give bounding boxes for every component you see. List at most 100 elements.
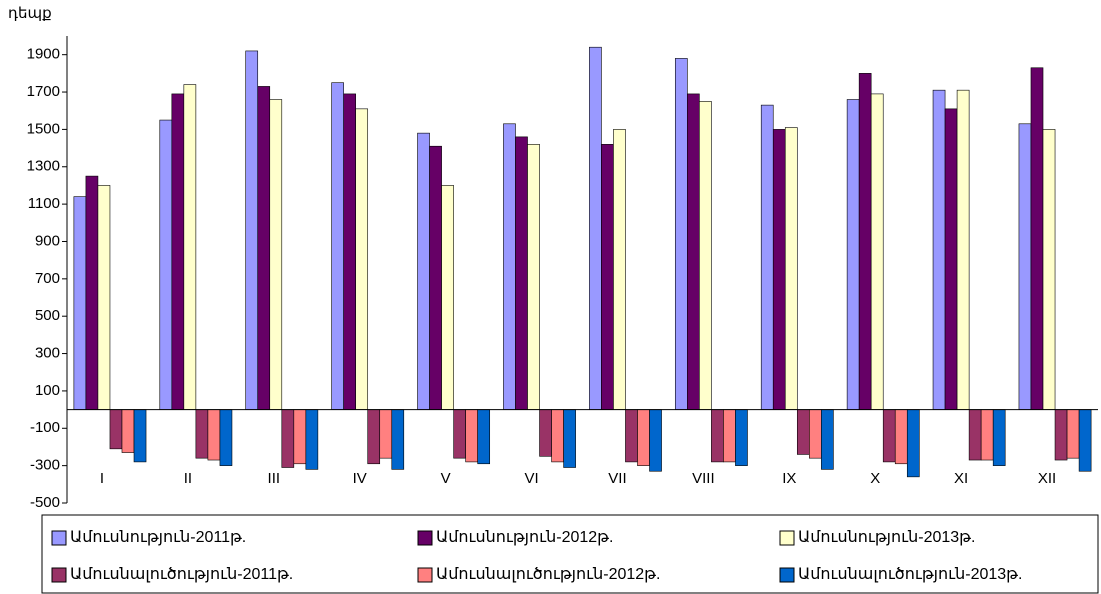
bar	[269, 99, 283, 410]
bar	[809, 409, 822, 459]
bar	[784, 127, 798, 410]
bar	[1030, 67, 1044, 410]
x-tick-label: VII	[608, 470, 626, 487]
bar	[563, 409, 576, 468]
y-axis-label: դեպք	[8, 5, 52, 22]
bar	[477, 409, 491, 465]
bar	[846, 99, 860, 410]
bar	[858, 73, 872, 410]
bar	[133, 409, 147, 463]
bar	[539, 409, 552, 457]
bar	[1042, 129, 1056, 410]
bar	[343, 93, 356, 410]
bar	[121, 409, 135, 453]
y-tick-label: 900	[35, 232, 60, 249]
bar	[73, 196, 87, 410]
x-tick-label: I	[100, 470, 104, 487]
y-tick-label: 100	[35, 382, 60, 399]
y-tick-label: 700	[35, 270, 60, 287]
legend-swatch	[51, 530, 67, 546]
bar	[870, 93, 884, 410]
x-tick-label: II	[184, 470, 192, 487]
bar	[417, 132, 430, 410]
bar	[760, 104, 774, 410]
bar	[894, 409, 908, 465]
x-tick-label: VIII	[692, 470, 715, 487]
bar	[637, 409, 650, 466]
bar	[1054, 409, 1068, 461]
y-tick-label: -300	[30, 457, 60, 474]
bar	[980, 409, 994, 461]
bar	[379, 409, 393, 459]
bar	[796, 409, 810, 455]
legend-label: Ամուսնալուծություն-2013թ.	[798, 566, 1022, 583]
bar	[649, 409, 662, 472]
legend-box	[41, 514, 1099, 594]
legend-label: Ամուսնություն-2011թ.	[70, 529, 246, 546]
legend-swatch	[779, 567, 795, 583]
y-tick-label: 1300	[27, 158, 60, 175]
bar	[821, 409, 834, 470]
bar	[956, 89, 970, 410]
bar	[625, 409, 638, 463]
x-tick-label: VI	[524, 470, 538, 487]
y-tick-label: 1900	[27, 46, 60, 63]
bar	[97, 185, 111, 410]
bar	[613, 129, 626, 410]
bar	[882, 409, 896, 463]
bar	[674, 58, 688, 410]
bar	[601, 144, 614, 410]
y-tick-label: -500	[30, 494, 60, 511]
y-tick-label: -100	[30, 419, 60, 436]
x-tick-label: III	[268, 470, 281, 487]
bar	[109, 409, 123, 450]
bar	[391, 409, 405, 470]
bar	[355, 108, 369, 410]
bar	[183, 84, 197, 410]
bar	[992, 409, 1006, 466]
y-tick-label: 1100	[28, 195, 60, 212]
legend-label: Ամուսնալուծություն-2012թ.	[436, 566, 660, 583]
bar	[515, 136, 528, 410]
bar	[968, 409, 982, 461]
bar	[711, 409, 724, 463]
legend-swatch	[51, 567, 67, 583]
bar	[257, 86, 271, 410]
bar	[527, 144, 540, 410]
x-tick-label: V	[441, 470, 451, 487]
legend-label: Ամուսնալուծություն-2011թ.	[70, 566, 293, 583]
bar	[465, 409, 478, 463]
bar	[735, 409, 748, 466]
bar	[723, 409, 736, 463]
bar	[331, 82, 344, 410]
bar	[944, 108, 958, 410]
legend-swatch	[417, 567, 433, 583]
bar	[699, 101, 712, 410]
y-tick-label: 300	[35, 345, 60, 362]
bar	[1066, 409, 1080, 459]
bar	[1078, 409, 1092, 472]
bar	[195, 409, 209, 459]
bar	[429, 145, 442, 410]
x-tick-label: X	[870, 470, 880, 487]
bar	[503, 123, 516, 410]
y-tick-label: 1500	[27, 120, 60, 137]
bar	[453, 409, 466, 459]
bar	[687, 93, 700, 410]
x-tick-label: IV	[353, 470, 367, 487]
bar	[293, 409, 307, 465]
bar	[589, 46, 602, 410]
x-tick-label: IX	[782, 470, 796, 487]
bar	[551, 409, 564, 463]
x-tick-label: XII	[1038, 470, 1056, 487]
bar	[159, 119, 173, 410]
bar	[772, 129, 786, 410]
bar	[305, 409, 319, 470]
bar	[367, 409, 381, 465]
x-tick-label: XI	[954, 470, 968, 487]
bar	[1018, 123, 1032, 410]
bar	[219, 409, 233, 466]
bar	[85, 175, 99, 410]
bar	[906, 409, 920, 478]
